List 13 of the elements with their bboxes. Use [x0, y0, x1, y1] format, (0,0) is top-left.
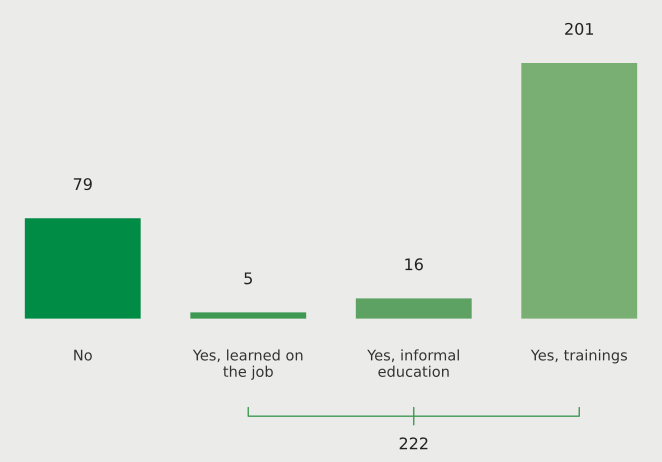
x-tick-label: No	[74, 350, 92, 361]
x-tick-label: Yes, trainings	[530, 349, 627, 364]
bar	[190, 312, 306, 319]
text: 222	[400, 437, 428, 450]
data-label: 5	[244, 272, 252, 284]
data-label: 16	[405, 258, 423, 270]
bar	[356, 298, 472, 319]
data-label: 79	[74, 178, 92, 190]
data-label: 201	[565, 22, 594, 35]
x-tick-label: Yes, informal education	[367, 349, 459, 377]
bar	[521, 63, 638, 319]
x-tick-label: Yes, learned on the job	[192, 349, 302, 380]
bar	[24, 218, 141, 319]
